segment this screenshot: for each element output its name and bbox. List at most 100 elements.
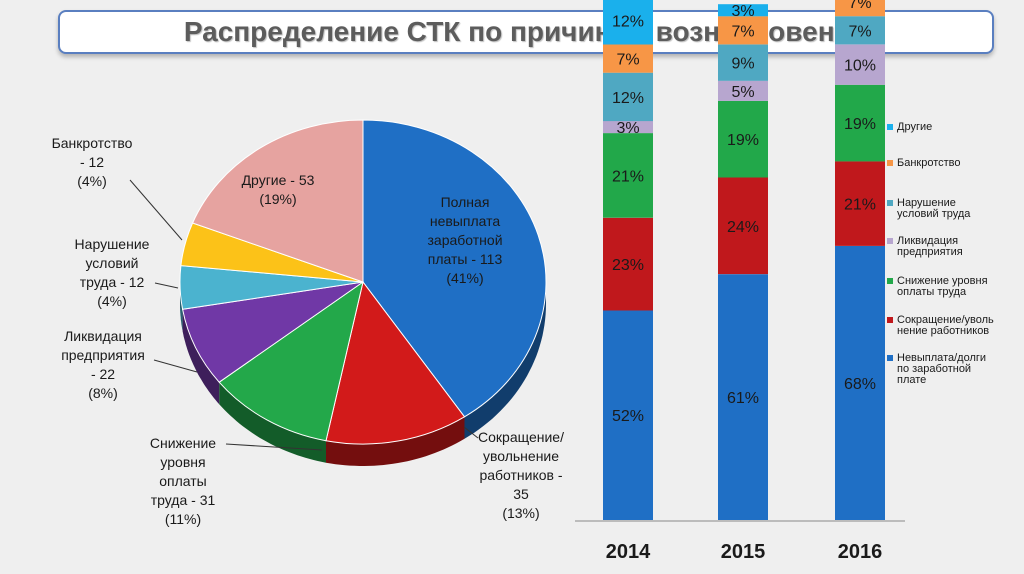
- pie-slice: [191, 119, 364, 283]
- bar-data-label: 21%: [844, 197, 876, 214]
- pie-leader-line: [153, 359, 198, 373]
- pie-slice-side: [464, 282, 546, 439]
- bar-segment: [835, 161, 885, 246]
- pie-label-line: (41%): [446, 270, 483, 286]
- bar-segment: [718, 80, 768, 101]
- legend-swatch: [887, 160, 893, 166]
- pie-label-line: (19%): [259, 191, 296, 207]
- legend-item-line: Ликвидация: [897, 235, 958, 247]
- pie-label-line: заработной: [427, 232, 502, 248]
- pie-label-line: - 12: [80, 154, 104, 170]
- bar-segment: [603, 44, 653, 73]
- bar-data-label: 24%: [727, 219, 759, 236]
- legend-swatch: [887, 355, 893, 361]
- pie-label-line: (4%): [77, 173, 107, 189]
- pie-label-line: (4%): [97, 293, 127, 309]
- pie-slice: [325, 280, 466, 445]
- pie-label-line: условий: [85, 255, 138, 271]
- pie-label-line: Банкротство: [52, 135, 133, 151]
- pie-label: Банкротство - 12 (4%): [52, 135, 133, 189]
- pie-label: Сокращение/увольнение работников - 35 (13%): [478, 429, 564, 521]
- pie-label: Ликвидация предприятия - 22 (8%): [61, 328, 145, 401]
- bar-segment: [603, 0, 653, 45]
- bar-data-label: 19%: [844, 116, 876, 133]
- legend-swatch: [887, 278, 893, 284]
- legend-item-line: Невыплата/долги: [897, 352, 986, 364]
- legend-item: Невыплата/долги по заработной плате: [897, 352, 986, 386]
- legend-item-line: по заработной: [897, 363, 971, 375]
- bar-data-label: 21%: [612, 168, 644, 185]
- bar-data-label: 3%: [731, 3, 754, 20]
- pie-label-line: (11%): [165, 511, 201, 527]
- legend-item: Ликвидация предприятия: [897, 235, 963, 258]
- bar-segment: [835, 246, 885, 520]
- legend-item-line: оплаты труда: [897, 286, 967, 298]
- pie-slice: [218, 280, 364, 442]
- legend-item-line: Сокращение/уволь: [897, 314, 994, 326]
- pie-label-line: оплаты: [159, 473, 207, 489]
- bar-data-label: 68%: [844, 376, 876, 393]
- pie-label-line: Другие - 53: [242, 172, 315, 188]
- pie-label-line: Нарушение: [75, 236, 150, 252]
- pie-label: Другие - 53 (19%): [242, 172, 315, 207]
- bar-segment: [603, 217, 653, 311]
- bar-segment: [835, 0, 885, 17]
- pie-label-line: невыплата: [430, 213, 501, 229]
- pie-leader-line: [225, 443, 323, 451]
- bar-data-label: 23%: [612, 257, 644, 274]
- pie-label-line: 35: [513, 486, 529, 502]
- pie-label: Снижение уровня оплаты труда - 31 (11%): [150, 435, 216, 527]
- pie-label-line: (8%): [88, 385, 118, 401]
- legend-swatch: [887, 200, 893, 206]
- bar-data-label: 19%: [727, 132, 759, 149]
- pie-label-line: предприятия: [61, 347, 145, 363]
- legend-item: Сокращение/уволь нение работников: [897, 314, 994, 337]
- bar-data-label: 52%: [612, 408, 644, 425]
- bar-data-label: 7%: [848, 0, 871, 12]
- pie-slice-side: [219, 382, 326, 463]
- pie-leader-line: [463, 426, 479, 439]
- pie-slice-side: [180, 282, 183, 332]
- pie-leader-line: [154, 282, 179, 289]
- bar-segment: [603, 133, 653, 218]
- pie-label: Полная невыплата заработной платы - 113 (41%…: [427, 194, 502, 286]
- pie-label-line: Снижение: [150, 435, 216, 451]
- bar-category-label: 2015: [721, 541, 766, 563]
- legend-item-line: Банкротство: [897, 157, 961, 169]
- bar-data-label: 61%: [727, 390, 759, 407]
- bar-segment: [718, 274, 768, 520]
- pie-label-line: Ликвидация: [64, 328, 142, 344]
- bar-segment: [603, 121, 653, 134]
- bar-segment: [603, 72, 653, 122]
- bar-segment: [835, 84, 885, 162]
- bar-data-label: 7%: [731, 23, 754, 40]
- pie-label-line: работников -: [479, 467, 562, 483]
- bar-data-label: 9%: [731, 56, 754, 73]
- pie-slice: [182, 281, 364, 383]
- legend-item-line: предприятия: [897, 246, 963, 258]
- bar-category-label: 2014: [606, 541, 651, 563]
- legend-item-line: нение работников: [897, 325, 989, 337]
- bar-segment: [603, 310, 653, 520]
- pie-leader-line: [129, 179, 183, 241]
- bar-category-label: 2016: [838, 541, 883, 563]
- legend-item: Другие: [897, 121, 932, 133]
- bar-data-label: 12%: [612, 90, 644, 107]
- bar-data-label: 10%: [844, 58, 876, 75]
- legend-swatch: [887, 124, 893, 130]
- bar-segment: [718, 100, 768, 178]
- pie-label-line: увольнение: [483, 448, 559, 464]
- bar-segment: [835, 44, 885, 85]
- legend-item-line: плате: [897, 374, 926, 386]
- pie-label-line: уровня: [160, 454, 205, 470]
- legend-swatch: [887, 238, 893, 244]
- pie-label-line: Полная: [441, 194, 490, 210]
- legend-item-line: условий труда: [897, 208, 971, 220]
- pie-label-line: труда - 31: [151, 492, 216, 508]
- legend-item: Нарушение условий труда: [897, 197, 971, 220]
- bar-segment: [718, 44, 768, 81]
- bar-segment: [835, 16, 885, 45]
- bar-data-label: 7%: [848, 23, 871, 40]
- legend-item-line: Снижение уровня: [897, 275, 988, 287]
